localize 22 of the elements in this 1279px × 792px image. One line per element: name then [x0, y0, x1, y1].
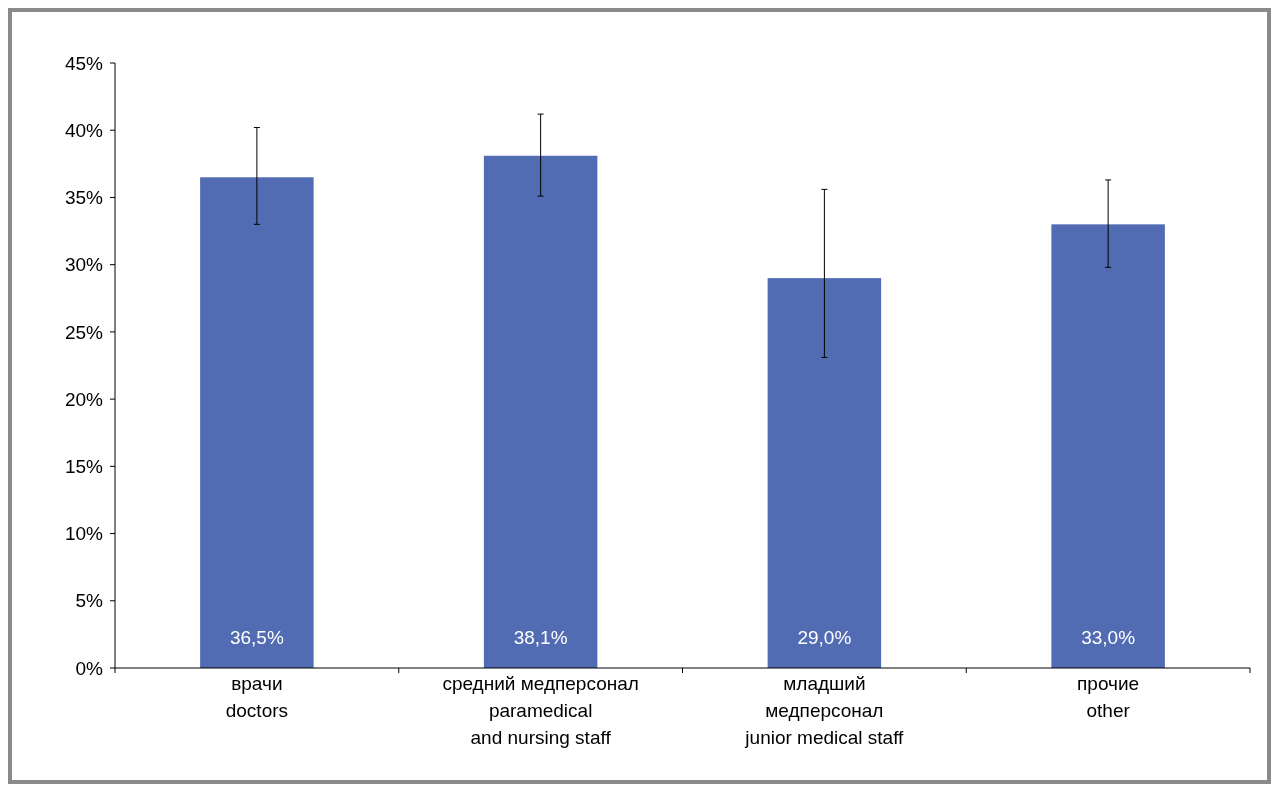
y-tick-label: 20%: [64, 388, 104, 410]
y-tick-label: 40%: [64, 119, 104, 141]
y-tick-label: 25%: [64, 321, 104, 343]
bar: [1051, 224, 1165, 668]
x-tick-label: прочие other: [1077, 673, 1140, 721]
y-tick-label: 35%: [64, 187, 104, 209]
data-label: 33,0%: [1081, 627, 1136, 648]
data-label: 36,5%: [229, 627, 284, 648]
bar: [200, 177, 314, 668]
bar: [767, 278, 882, 668]
x-tick-label: младший медперсонал junior medical staff: [744, 673, 905, 748]
y-tick-label: 0%: [75, 657, 104, 679]
data-label: 38,1%: [513, 627, 568, 648]
x-tick-label: средний медперсонал paramedical and nursing staff: [442, 673, 639, 748]
data-label: 29,0%: [797, 627, 852, 648]
y-tick-label: 45%: [64, 52, 104, 74]
y-tick-label: 10%: [64, 523, 104, 545]
y-tick-label: 15%: [64, 455, 104, 477]
x-tick-label: врачи doctors: [225, 673, 289, 721]
y-tick-label: 30%: [64, 254, 104, 276]
bar: [483, 155, 598, 668]
y-tick-label: 5%: [75, 590, 104, 612]
